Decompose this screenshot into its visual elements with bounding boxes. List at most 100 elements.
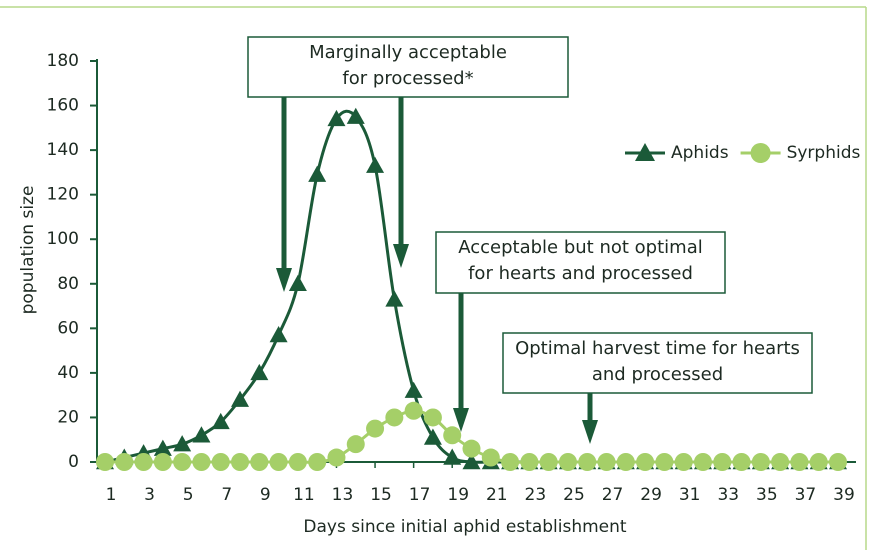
y-axis-label: population size: [18, 186, 38, 315]
syrphid-marker: [713, 453, 732, 471]
annotation-arrowhead: [453, 408, 469, 432]
y-tick-label: 60: [57, 318, 79, 338]
syrphid-marker: [269, 453, 288, 471]
syrphid-marker: [597, 453, 616, 471]
x-tick-label: 35: [756, 485, 778, 505]
aphid-marker: [269, 326, 288, 343]
aphid-marker: [423, 428, 442, 445]
syrphid-marker: [231, 453, 250, 471]
annotation-text: and processed: [592, 364, 723, 385]
x-tick-label: 29: [640, 485, 662, 505]
annotation-box: [435, 231, 726, 294]
syrphid-marker: [829, 453, 847, 471]
y-tick-label: 80: [57, 274, 79, 294]
y-tick-label: 40: [57, 363, 79, 383]
aphid-marker: [366, 156, 385, 173]
aphid-marker: [173, 435, 192, 452]
syrphid-marker: [404, 401, 423, 420]
aphid-marker: [462, 453, 481, 470]
x-tick-label: 21: [486, 485, 508, 505]
legend-marker: [635, 143, 655, 161]
syrphid-marker: [327, 448, 346, 467]
syrphid-marker: [346, 435, 365, 454]
syrphid-marker: [366, 419, 385, 438]
y-tick-label: 100: [47, 229, 79, 249]
syrphid-marker: [790, 453, 809, 471]
syrphid-marker: [655, 453, 674, 471]
aphid-marker: [327, 109, 346, 127]
syrphid-marker: [462, 439, 481, 458]
syrphid-marker: [173, 453, 192, 471]
syrphid-marker: [288, 453, 307, 471]
annotation-text: for hearts and processed: [468, 263, 693, 284]
syrphid-marker: [96, 453, 114, 471]
annotation-text: Optimal harvest time for hearts: [515, 338, 800, 359]
syrphid-marker: [481, 448, 500, 467]
x-tick-label: 25: [563, 485, 585, 505]
syrphid-marker: [558, 453, 577, 471]
aphid-marker: [404, 381, 423, 398]
x-tick-label: 9: [260, 485, 271, 505]
syrphid-marker: [539, 453, 558, 471]
aphid-marker: [288, 274, 307, 291]
aphid-marker: [250, 363, 269, 381]
syrphid-marker: [211, 453, 230, 471]
x-tick-label: 5: [183, 485, 194, 505]
x-tick-label: 37: [795, 485, 817, 505]
annotation-text: Acceptable but not optimal: [458, 237, 702, 258]
syrphid-marker: [134, 453, 153, 471]
syrphid-marker: [308, 453, 327, 471]
x-tick-label: 31: [679, 485, 701, 505]
y-tick-label: 160: [47, 96, 79, 116]
syrphid-marker: [250, 453, 269, 471]
syrphid-marker: [751, 453, 770, 471]
y-tick-label: 180: [47, 51, 79, 71]
x-tick-label: 39: [833, 485, 855, 505]
syrphid-marker: [809, 453, 828, 471]
annotation-box: [247, 36, 569, 98]
y-tick-label: 20: [57, 407, 79, 427]
y-tick-label: 140: [47, 140, 79, 160]
annotation-text: for processed*: [342, 68, 473, 89]
aphid-marker: [231, 390, 250, 407]
x-tick-label: 27: [602, 485, 624, 505]
syrphid-marker: [674, 453, 693, 471]
x-tick-label: 11: [293, 485, 315, 505]
legend-label: Syrphids: [787, 143, 861, 163]
aphid-marker: [346, 107, 365, 124]
aphid-marker: [153, 439, 172, 456]
syrphid-marker: [423, 408, 442, 427]
syrphid-marker: [616, 453, 635, 471]
legend-marker: [750, 143, 771, 163]
annotation-arrowhead: [276, 268, 292, 292]
syrphid-marker: [636, 453, 655, 471]
syrphid-marker: [693, 453, 712, 471]
y-tick-label: 0: [68, 452, 79, 472]
syrphid-marker: [385, 408, 404, 427]
aphid-marker: [211, 412, 230, 430]
x-axis-label: Days since initial aphid establishment: [303, 517, 627, 537]
annotation-arrowhead: [582, 420, 598, 444]
x-tick-label: 3: [144, 485, 155, 505]
syrphid-marker: [443, 426, 462, 445]
annotation-text: Marginally acceptable: [309, 42, 507, 63]
legend-label: Aphids: [671, 143, 729, 163]
syrphid-marker: [732, 453, 751, 471]
syrphid-marker: [115, 453, 134, 471]
syrphid-marker: [771, 453, 790, 471]
x-tick-label: 17: [409, 485, 431, 505]
annotation-box: [502, 332, 813, 394]
y-tick-label: 120: [47, 185, 79, 205]
aphid-marker: [192, 426, 211, 443]
aphid-marker: [385, 290, 404, 307]
x-tick-label: 15: [370, 485, 392, 505]
x-tick-label: 23: [525, 485, 547, 505]
syrphid-marker: [578, 453, 597, 471]
x-tick-label: 7: [221, 485, 232, 505]
aphid-marker: [443, 448, 462, 465]
syrphid-marker: [153, 453, 172, 471]
annotation-arrowhead: [393, 244, 409, 268]
x-tick-label: 33: [717, 485, 739, 505]
syrphid-marker: [192, 453, 211, 471]
